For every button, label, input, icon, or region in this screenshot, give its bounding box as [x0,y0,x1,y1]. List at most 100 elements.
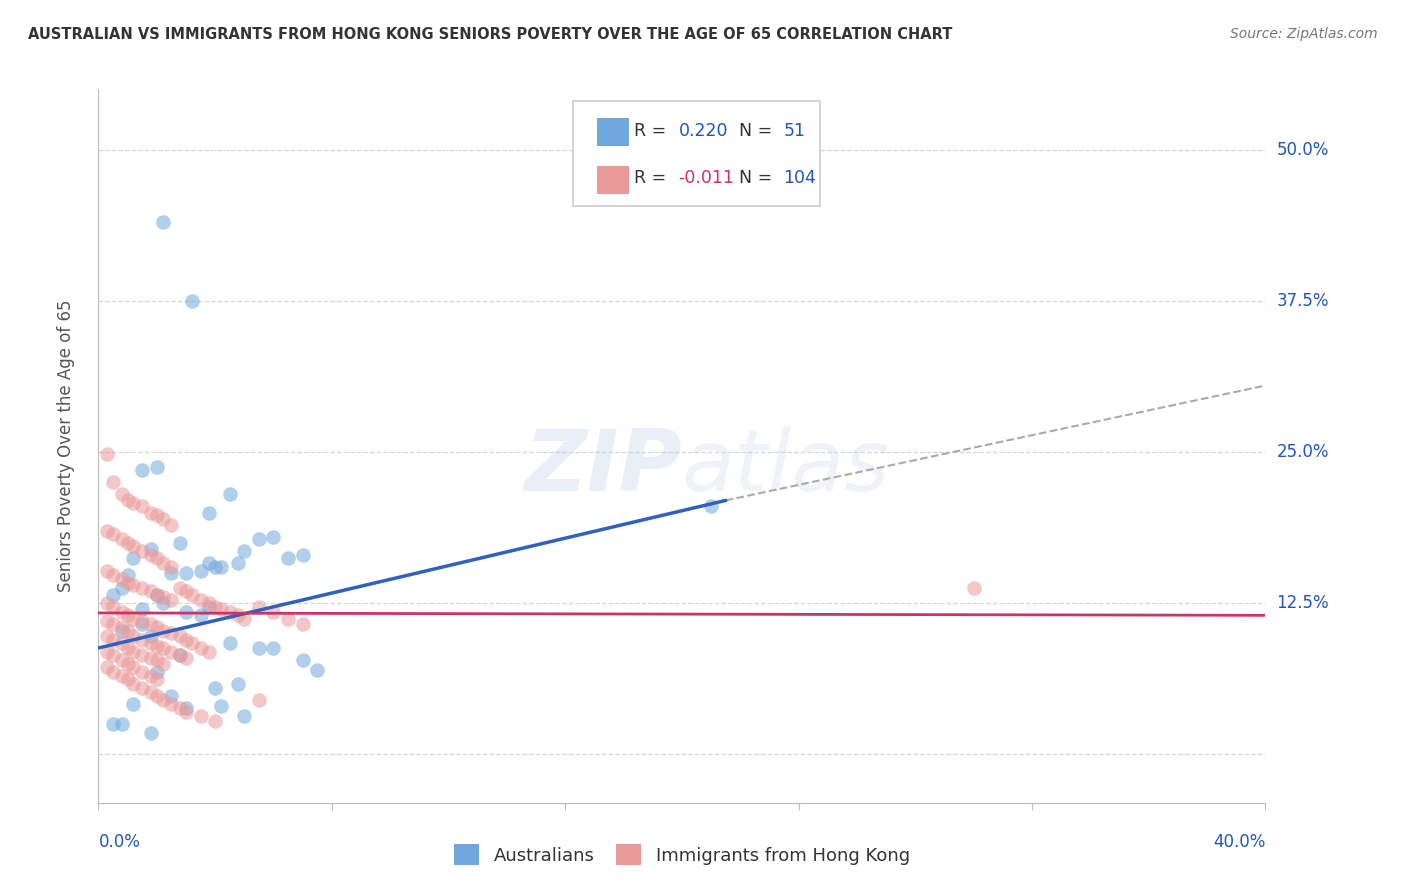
Text: Source: ZipAtlas.com: Source: ZipAtlas.com [1230,27,1378,41]
Point [160,626,183,640]
FancyBboxPatch shape [574,102,820,205]
Point [111,717,134,731]
Bar [596,166,630,194]
Point [146,551,169,566]
Point [291,548,314,562]
Point [146,459,169,474]
Point [131,544,153,558]
Point [146,639,169,653]
Point [160,697,183,711]
Point [101,588,124,602]
Point [198,506,221,520]
Point [174,566,197,580]
Point [96,524,118,538]
Point [146,588,169,602]
Point [262,605,284,619]
Point [198,645,221,659]
Point [117,608,139,623]
Text: R =: R = [634,169,672,187]
Point [146,588,169,602]
Point [139,669,162,683]
Point [174,632,197,647]
Point [233,544,256,558]
Text: 104: 104 [783,169,817,187]
Point [139,636,162,650]
Point [152,590,174,604]
Text: AUSTRALIAN VS IMMIGRANTS FROM HONG KONG SENIORS POVERTY OVER THE AGE OF 65 CORRE: AUSTRALIAN VS IMMIGRANTS FROM HONG KONG … [28,27,952,42]
Point [218,636,240,650]
Point [131,616,153,631]
Point [262,640,284,655]
Point [122,540,145,554]
Point [122,677,145,691]
Point [111,605,134,619]
Point [139,584,162,599]
Point [198,557,221,571]
Point [111,487,134,501]
Point [198,596,221,610]
Point [117,568,139,582]
Point [180,588,202,602]
Point [122,612,145,626]
Point [131,581,153,595]
Point [139,725,162,739]
Point [146,665,169,680]
Text: 0.220: 0.220 [679,121,728,139]
Point [218,605,240,619]
Y-axis label: Seniors Poverty Over the Age of 65: Seniors Poverty Over the Age of 65 [56,300,75,592]
Point [190,608,212,623]
Point [122,496,145,510]
Point [131,648,153,663]
Text: N =: N = [740,169,778,187]
Point [233,612,256,626]
Point [122,660,145,674]
Point [122,551,145,566]
Point [190,564,212,578]
Point [152,596,174,610]
Point [228,608,250,623]
Point [111,636,134,650]
Point [291,653,314,667]
Text: 50.0%: 50.0% [1277,141,1329,159]
Point [96,645,118,659]
Point [204,599,226,614]
Point [101,648,124,663]
Point [131,665,153,680]
Text: R =: R = [634,121,672,139]
Point [190,708,212,723]
Point [111,581,134,595]
Point [277,612,299,626]
Point [190,592,212,607]
Point [139,684,162,698]
Point [152,657,174,671]
Point [160,566,183,580]
Point [169,648,191,663]
Point [247,640,270,655]
Point [209,699,232,714]
Bar [596,118,630,146]
Point [101,599,124,614]
Point [117,624,139,638]
Point [247,532,270,546]
Point [101,568,124,582]
Point [291,616,314,631]
Point [117,535,139,549]
Point [111,620,134,634]
Point [111,669,134,683]
Point [117,673,139,687]
Point [146,508,169,522]
Point [139,548,162,562]
Point [152,557,174,571]
Point [174,584,197,599]
Point [101,665,124,680]
Text: 40.0%: 40.0% [1213,833,1265,851]
Point [111,572,134,586]
Point [204,714,226,728]
Point [152,624,174,638]
Point [101,632,124,647]
Point [180,293,202,308]
Point [131,500,153,514]
Point [160,560,183,574]
Point [152,693,174,707]
Text: 51: 51 [783,121,806,139]
